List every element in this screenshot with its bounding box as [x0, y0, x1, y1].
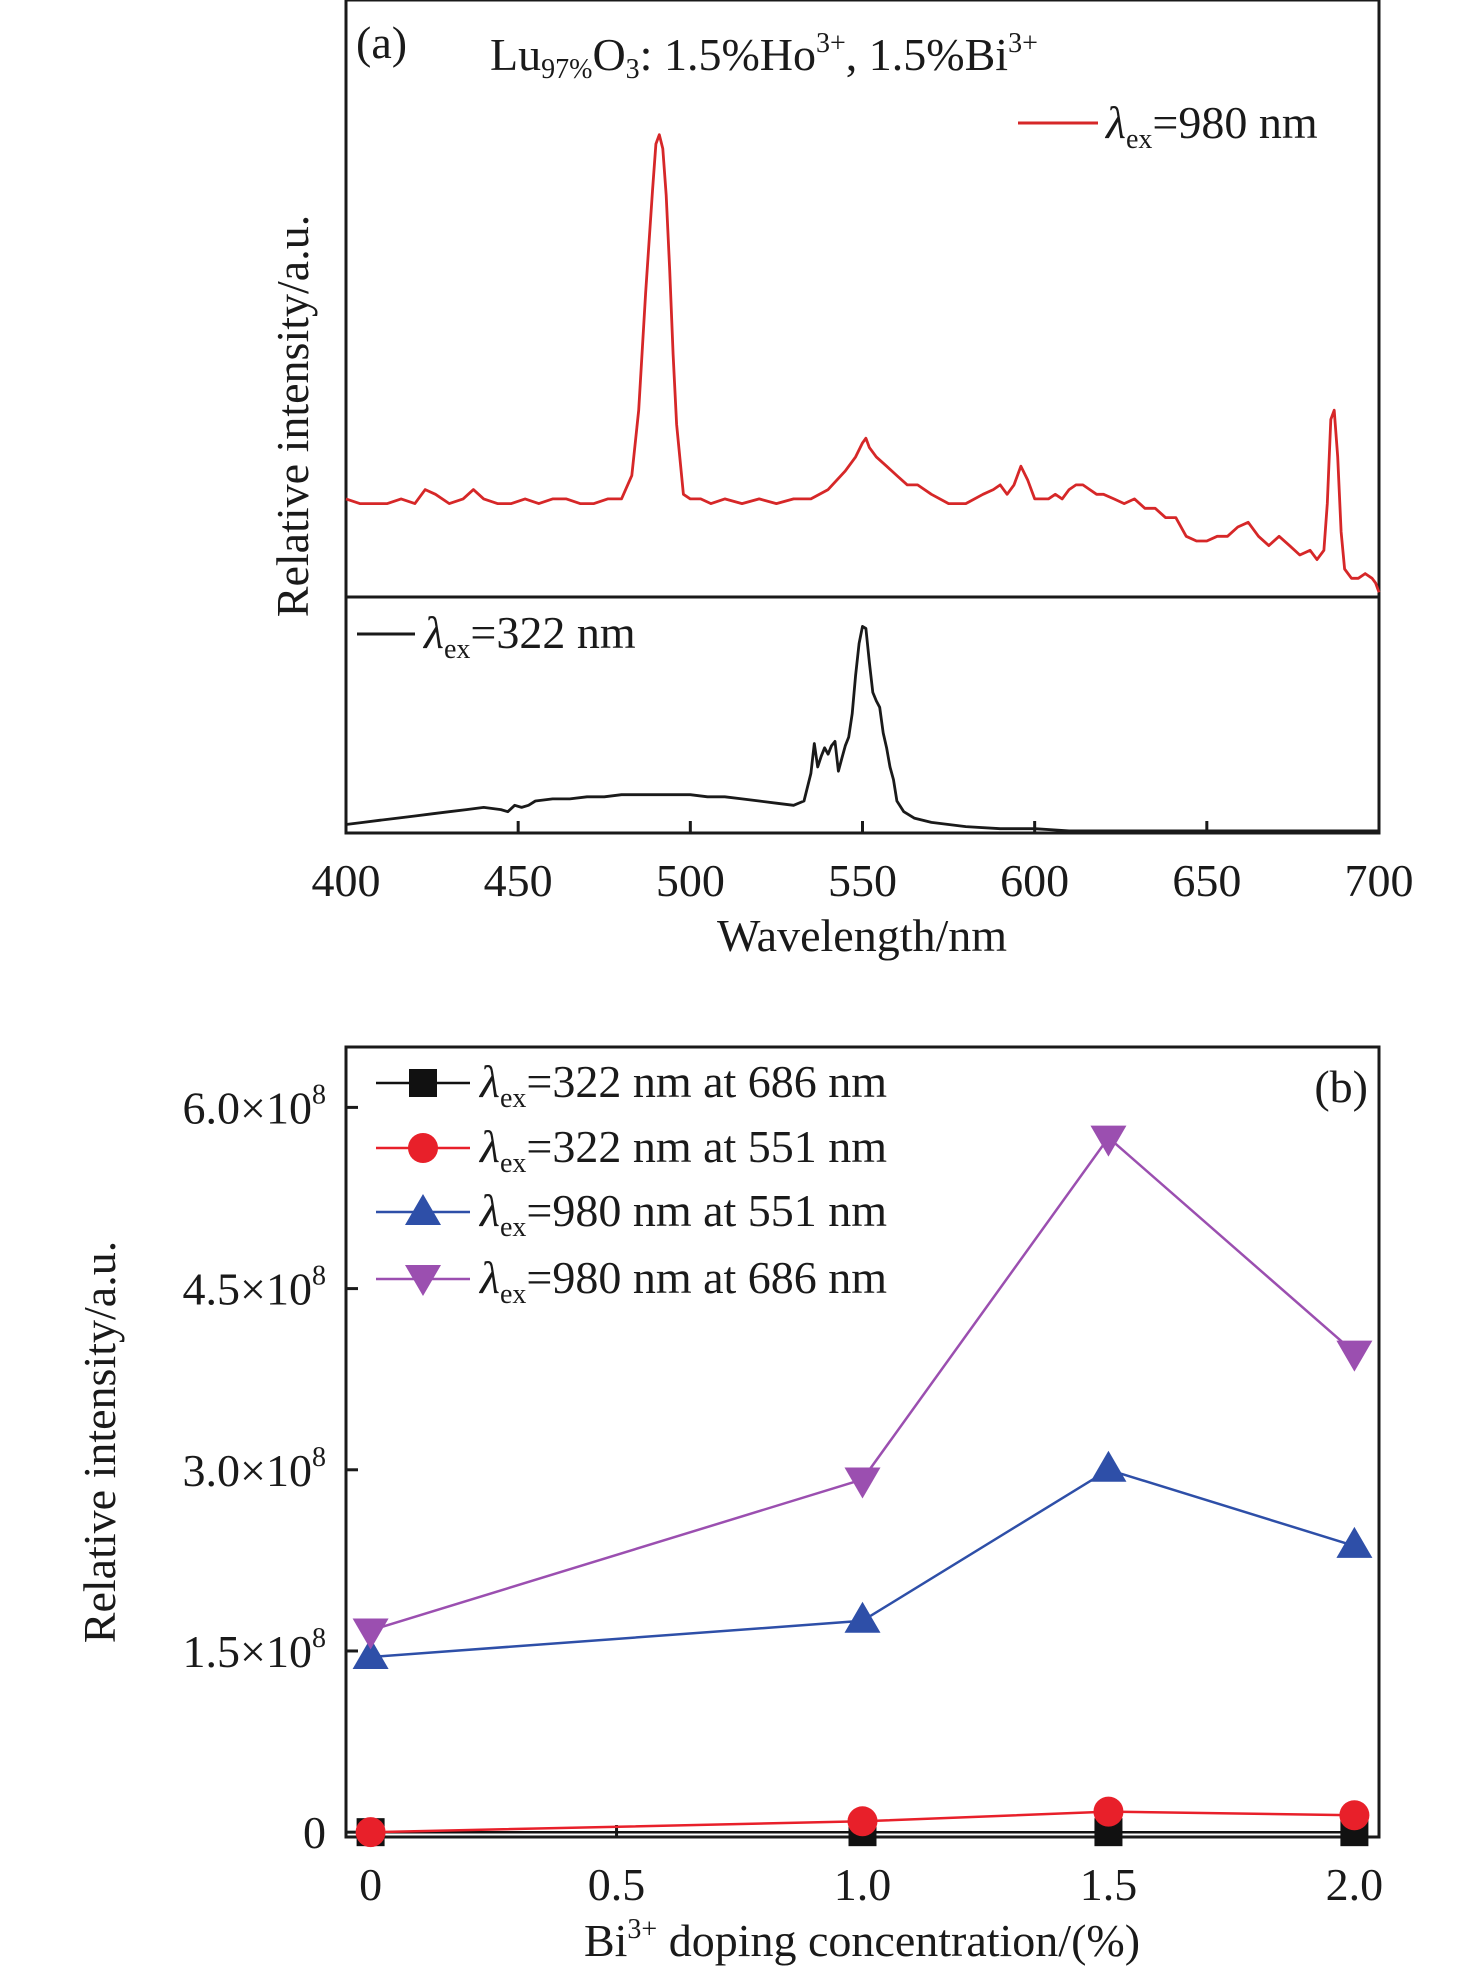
- panel-b-legend: λex=322 nm at 686 nm λex=322 nm at 551 n…: [376, 1056, 887, 1310]
- x-tick-label: 600: [1000, 855, 1069, 906]
- x-tick-label: 450: [484, 855, 553, 906]
- panel-a-title: Lu97%O3: 1.5%Ho3+, 1.5%Bi3+: [490, 28, 1038, 85]
- data-point-triangle-down: [1090, 1125, 1127, 1157]
- x-tick-label: 400: [312, 855, 381, 906]
- x-tick-label: 700: [1345, 855, 1414, 906]
- legend-label-322: λex=322 nm: [422, 607, 636, 665]
- panel-b-ticks: 0 0.5 1.0 1.5 2.0 0 1.5×108 3.0×108 4.5×108 6.0×1…: [183, 1079, 1384, 1910]
- svg-text:λex=980 nm at 686 nm: λex=980 nm at 686 nm: [478, 1252, 887, 1310]
- x-tick-label: 1.5: [1080, 1859, 1138, 1910]
- series-line-322nm: [345, 625, 1379, 833]
- x-tick-label: 1.0: [834, 1859, 892, 1910]
- series-line: [370, 1810, 1355, 1834]
- legend-marker-circle: [408, 1133, 438, 1163]
- series-line: [370, 1135, 1356, 1632]
- data-point-circle: [847, 1806, 878, 1837]
- panel-a: 400 450 500 550 600 650 700 (a) Lu97%O3: 1.5%H…: [267, 0, 1414, 961]
- panel-b: 0 0.5 1.0 1.5 2.0 0 1.5×108 3.0×108 4.5×108 6.0×1…: [74, 1045, 1384, 1966]
- panel-a-xlabel: Wavelength/nm: [717, 910, 1007, 961]
- data-point-triangle-down: [844, 1467, 881, 1499]
- x-tick-label: 550: [828, 855, 897, 906]
- data-point-circle: [1093, 1796, 1124, 1827]
- series-line: [370, 1468, 1355, 1659]
- data-point-triangle-up: [844, 1601, 881, 1633]
- data-point-triangle-up: [352, 1638, 389, 1670]
- panel-b-ylabel: Relative intensity/a.u.: [74, 1241, 125, 1643]
- svg-text:λex=322 nm at 551 nm: λex=322 nm at 551 nm: [478, 1121, 887, 1179]
- y-tick-label: 6.0×108: [183, 1079, 326, 1133]
- legend-marker-triangle-down: [405, 1265, 441, 1296]
- legend-item-980-551: λex=980 nm at 551 nm: [376, 1185, 887, 1243]
- panel-b-label: (b): [1314, 1061, 1368, 1112]
- legend-item-980-686: λex=980 nm at 686 nm: [376, 1252, 887, 1310]
- legend-marker-square: [409, 1069, 437, 1097]
- y-tick-label: 3.0×108: [183, 1442, 326, 1496]
- x-tick-label: 0: [359, 1859, 382, 1910]
- x-tick-label: 500: [656, 855, 725, 906]
- x-tick-label: 2.0: [1326, 1859, 1384, 1910]
- y-tick-label: 1.5×108: [183, 1623, 326, 1677]
- panel-a-series-group: [345, 133, 1381, 833]
- data-point-triangle-up: [1336, 1526, 1373, 1558]
- svg-text:λex=322 nm at 686 nm: λex=322 nm at 686 nm: [478, 1056, 887, 1114]
- data-point-triangle-up: [1090, 1450, 1127, 1482]
- data-point-circle: [1339, 1800, 1370, 1831]
- panel-b-xlabel: Bi3+ doping concentration/(%): [584, 1914, 1140, 1966]
- legend-label-980: λex=980 nm: [1104, 97, 1318, 155]
- panel-a-ylabel: Relative intensity/a.u.: [267, 215, 318, 617]
- legend-marker-triangle-up: [405, 1194, 441, 1225]
- data-point-triangle-down: [352, 1618, 389, 1650]
- data-point-circle: [355, 1817, 386, 1848]
- legend-item-322-686: λex=322 nm at 686 nm: [376, 1056, 887, 1114]
- series-line-980nm: [345, 133, 1381, 593]
- panel-b-series-group: [352, 1125, 1373, 1848]
- data-point-triangle-down: [1336, 1340, 1373, 1372]
- legend-item-322-551: λex=322 nm at 551 nm: [376, 1121, 887, 1179]
- x-tick-label: 0.5: [588, 1859, 646, 1910]
- y-tick-label: 0: [303, 1807, 326, 1858]
- y-tick-label: 4.5×108: [183, 1261, 326, 1315]
- panel-a-x-ticks: 400 450 500 550 600 650 700: [312, 821, 1414, 906]
- svg-text:λex=980 nm at 551 nm: λex=980 nm at 551 nm: [478, 1185, 887, 1243]
- panel-a-label: (a): [356, 17, 407, 68]
- x-tick-label: 650: [1172, 855, 1241, 906]
